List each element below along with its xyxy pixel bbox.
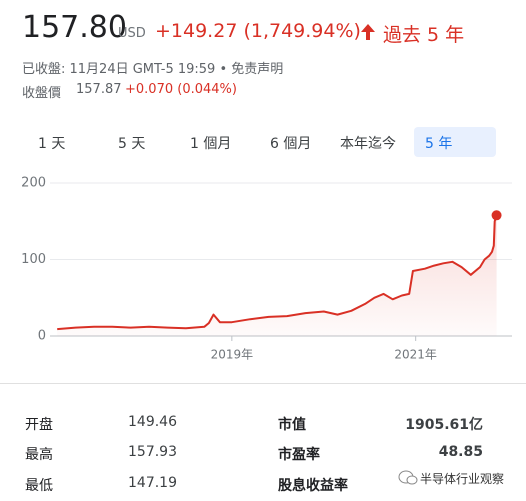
stat-label: 市值 [278, 417, 306, 433]
close-label: 收盤價 [22, 86, 62, 101]
period: 過去 5 年 [383, 24, 465, 46]
price-line [57, 214, 498, 331]
currency: USD [118, 26, 146, 41]
price: 157.80 [22, 10, 127, 45]
tab[interactable]: 5 天 [118, 136, 146, 152]
stat-label: 最低 [25, 478, 53, 494]
tab[interactable]: 1 個月 [190, 136, 232, 152]
stat-label: 开盘 [25, 417, 53, 433]
stat-value: 1905.61亿 [405, 417, 483, 433]
close-price: 157.87 [76, 82, 122, 97]
stat-label: 股息收益率 [278, 478, 348, 494]
status: 已收盤: 11月24日 GMT-5 19:59 • 免责声明 [22, 62, 284, 77]
stat-label: 最高 [25, 447, 53, 463]
change: +149.27 (1,749.94%) [155, 20, 361, 42]
x-tick-label: 2019年 [211, 348, 254, 362]
divider [0, 383, 526, 384]
y-tick-label: 0 [38, 329, 46, 344]
y-tick-label: 100 [21, 252, 46, 267]
watermark-icon [398, 470, 418, 485]
watermark: 半导体行业观察 [420, 472, 505, 486]
chart: 0 100 200 2019年 2021年 [21, 176, 512, 362]
close-change: +0.070 (0.044%) [125, 82, 237, 97]
tab-selected-bg[interactable] [414, 127, 496, 157]
area [57, 215, 497, 336]
x-tick-label: 2021年 [394, 348, 437, 362]
stat-value: 147.19 [128, 475, 177, 491]
stat-value: 157.93 [128, 444, 177, 460]
up-arrow [361, 24, 375, 40]
tab[interactable]: 1 天 [38, 136, 66, 152]
stat-value: 48.85 [438, 444, 483, 460]
tab[interactable]: 本年迄今 [340, 136, 396, 152]
stat-label: 市盈率 [278, 447, 320, 463]
tab[interactable]: 5 年 [425, 136, 453, 152]
tab[interactable]: 6 個月 [270, 136, 312, 152]
y-tick-label: 200 [21, 176, 46, 191]
end-dot [491, 210, 502, 221]
stat-value: 149.46 [128, 414, 177, 430]
